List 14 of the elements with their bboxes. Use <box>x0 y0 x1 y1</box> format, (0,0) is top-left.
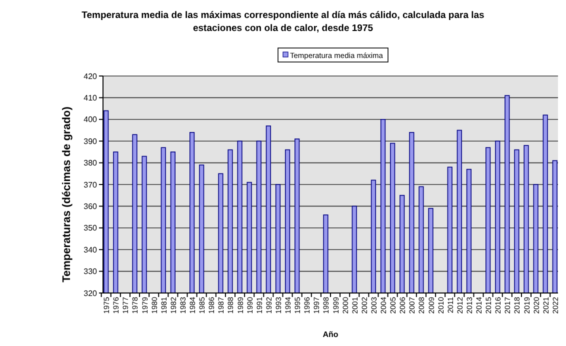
y-tick-label: 410 <box>84 94 98 102</box>
x-axis-title: Año <box>322 330 338 339</box>
y-axis-title: Temperaturas (décimas de grado) <box>61 106 73 282</box>
chart-title: Temperatura media de las máximas correspondiente al día más cálido, calculada para las estaciones con ola de calor, desde 1975 <box>82 10 484 34</box>
y-tick-label: 350 <box>84 224 98 233</box>
y-tick-label: 380 <box>84 158 98 168</box>
y-tick-label: 390 <box>84 136 98 146</box>
y-tick-label: 360 <box>84 202 98 211</box>
y-tick-label: 400 <box>84 115 98 124</box>
y-tick-label: 420 <box>84 72 98 81</box>
y-tick-label: 320 <box>84 288 98 298</box>
y-tick-label: 330 <box>84 267 98 276</box>
y-tick-label: 340 <box>84 245 98 254</box>
y-tick-label: 370 <box>84 180 98 190</box>
